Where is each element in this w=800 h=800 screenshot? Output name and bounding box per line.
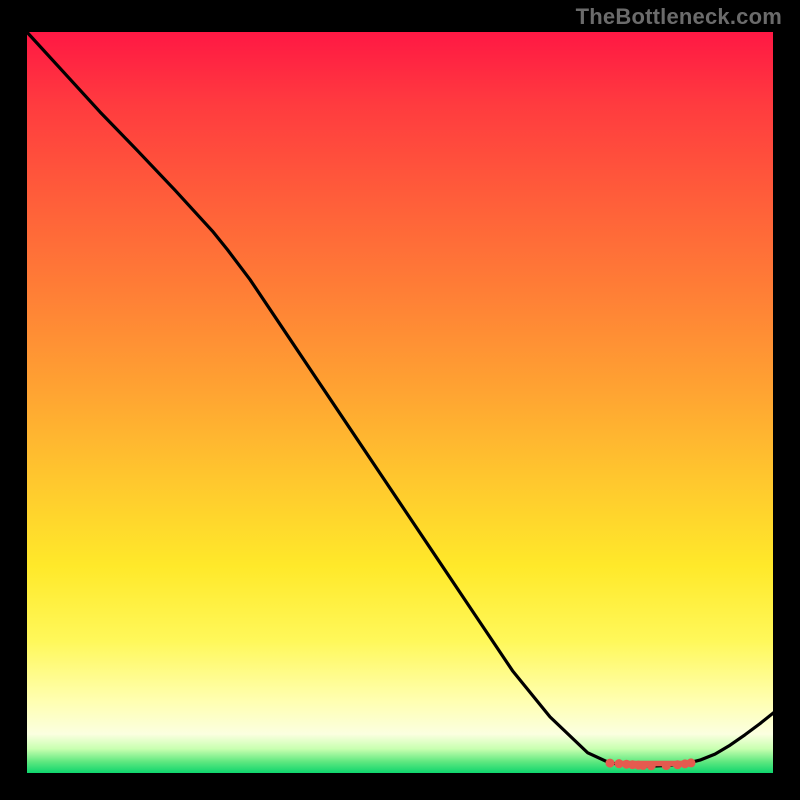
marker-point bbox=[606, 759, 615, 768]
watermark-text: TheBottleneck.com bbox=[576, 4, 782, 30]
bottleneck-chart bbox=[0, 0, 800, 800]
chart-container: { "watermark": { "text": "TheBottleneck.… bbox=[0, 0, 800, 800]
plot-area-background bbox=[25, 30, 775, 775]
